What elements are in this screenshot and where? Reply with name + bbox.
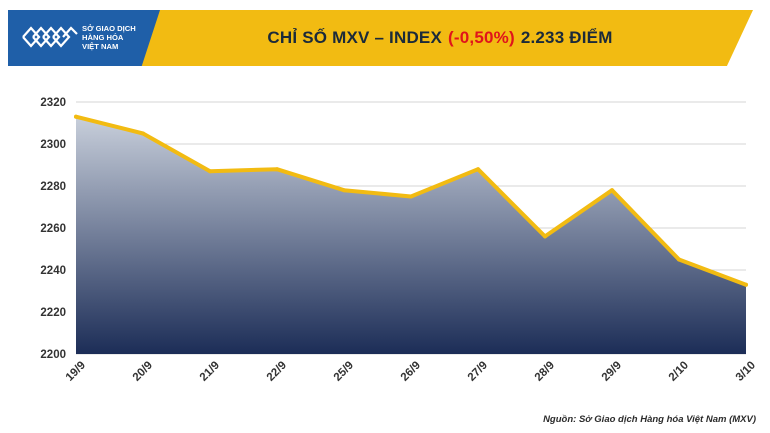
data-point-25-9: [342, 188, 346, 193]
page-title: CHỈ SỐ MXV – INDEX (-0,50%) 2.233 ĐIỂM: [160, 10, 720, 66]
title-change: (-0,50%): [448, 28, 515, 47]
data-point-29-9: [610, 188, 614, 193]
data-point-3-10: [744, 282, 748, 287]
x-tick-label: 22/9: [265, 359, 289, 383]
logo-line-3: VIỆT NAM: [82, 42, 119, 51]
x-tick-label: 21/9: [198, 359, 222, 383]
data-point-22-9: [275, 167, 279, 172]
source-note: Nguồn: Sở Giao dịch Hàng hóa Việt Nam (M…: [543, 414, 756, 425]
x-tick-label: 28/9: [533, 359, 557, 383]
mxv-logo-icon: [22, 26, 78, 48]
y-tick-label: 2300: [40, 139, 66, 151]
logo-text: SỞ GIAO DỊCH HÀNG HÓA VIỆT NAM: [82, 24, 152, 51]
chart-area: 2200 2220 2240 2260 2280 2300 2320 19/9 20/9 21/…: [0, 80, 770, 400]
data-point-21-9: [208, 169, 212, 174]
logo-line-2: HÀNG HÓA: [82, 33, 124, 42]
x-tick-label: 2/10: [667, 359, 691, 383]
y-tick-label: 2220: [40, 307, 66, 319]
y-tick-label: 2280: [40, 181, 66, 193]
title-prefix: CHỈ SỐ MXV – INDEX: [267, 28, 443, 47]
logo-line-1: SỞ GIAO DỊCH: [82, 24, 136, 33]
y-tick-label: 2320: [40, 97, 66, 109]
y-tick-label: 2200: [40, 349, 66, 361]
x-tick-label: 19/9: [64, 359, 88, 383]
data-point-19-9: [74, 114, 78, 119]
data-point-26-9: [409, 194, 413, 199]
data-point-27-9: [476, 167, 480, 172]
y-tick-label: 2240: [40, 265, 66, 277]
x-tick-label: 27/9: [466, 359, 490, 383]
data-point-2-10: [677, 257, 681, 262]
x-tick-label: 3/10: [734, 359, 758, 383]
data-point-20-9: [141, 131, 145, 136]
title-value: 2.233 ĐIỂM: [520, 28, 613, 47]
area-fill: [76, 116, 746, 354]
x-tick-label: 29/9: [600, 359, 624, 383]
x-tick-label: 26/9: [399, 359, 423, 383]
x-tick-label: 25/9: [332, 359, 356, 383]
y-tick-label: 2260: [40, 223, 66, 235]
x-tick-label: 20/9: [131, 359, 155, 383]
data-point-28-9: [543, 234, 547, 239]
index-area-chart: 2200 2220 2240 2260 2280 2300 2320 19/9 20/9 21/…: [40, 97, 758, 384]
